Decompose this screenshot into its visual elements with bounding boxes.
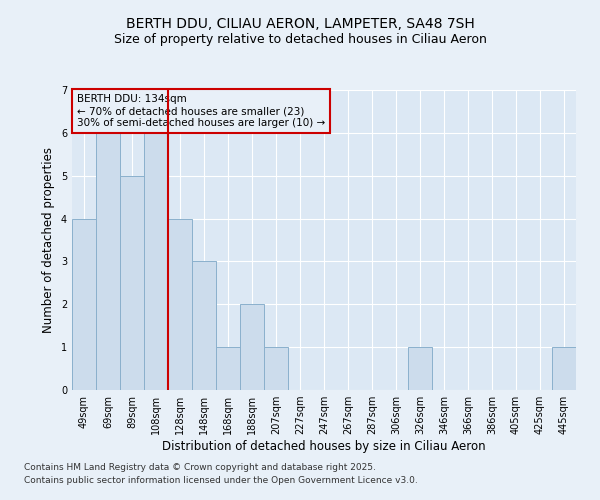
Bar [216,347,240,390]
Bar [264,347,288,390]
Bar [552,347,576,390]
Bar [120,176,144,390]
Bar [96,133,120,390]
Text: Size of property relative to detached houses in Ciliau Aeron: Size of property relative to detached ho… [113,32,487,46]
Bar [240,304,264,390]
X-axis label: Distribution of detached houses by size in Ciliau Aeron: Distribution of detached houses by size … [162,440,486,453]
Text: BERTH DDU: 134sqm
← 70% of detached houses are smaller (23)
30% of semi-detached: BERTH DDU: 134sqm ← 70% of detached hous… [77,94,325,128]
Text: BERTH DDU, CILIAU AERON, LAMPETER, SA48 7SH: BERTH DDU, CILIAU AERON, LAMPETER, SA48 … [125,18,475,32]
Y-axis label: Number of detached properties: Number of detached properties [43,147,55,333]
Bar [168,218,192,390]
Bar [72,218,96,390]
Bar [408,347,432,390]
Bar [192,262,216,390]
Text: Contains public sector information licensed under the Open Government Licence v3: Contains public sector information licen… [24,476,418,485]
Text: Contains HM Land Registry data © Crown copyright and database right 2025.: Contains HM Land Registry data © Crown c… [24,464,376,472]
Bar [144,133,168,390]
